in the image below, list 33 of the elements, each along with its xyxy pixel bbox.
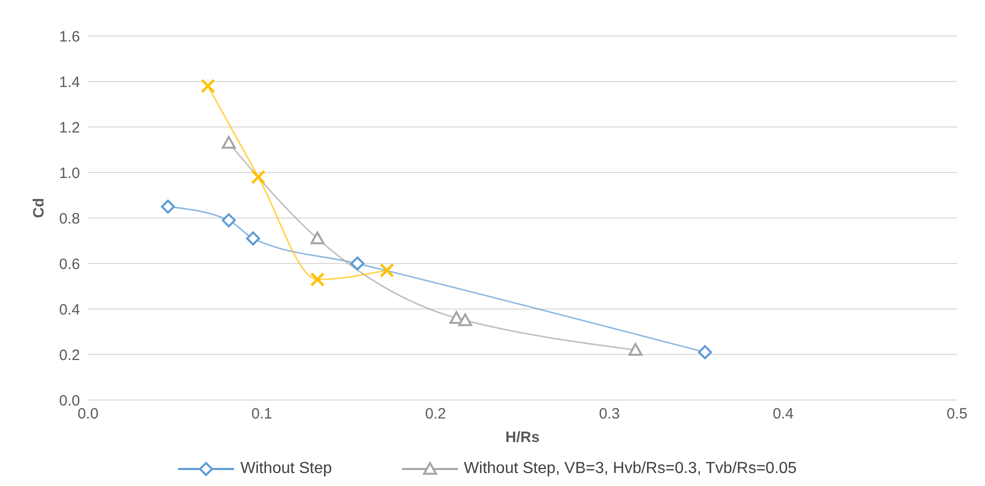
point bbox=[380, 263, 394, 278]
y-tick-label: 0.0 bbox=[59, 392, 80, 410]
x-tick-label: 0.3 bbox=[598, 406, 620, 423]
x-tick-label: 0.2 bbox=[425, 406, 446, 423]
y-tick-label: 0.4 bbox=[59, 301, 80, 318]
y-tick-label: 1.2 bbox=[59, 119, 80, 136]
point bbox=[160, 200, 175, 214]
y-tick-label: 1.6 bbox=[59, 28, 80, 46]
legend-label: Without Step, VB=3, Hvb/Rs=0.3, Tvb/Rs=0.05 bbox=[464, 460, 797, 478]
x-tick-label: 0.1 bbox=[251, 406, 272, 423]
legend-label: Without Step bbox=[240, 460, 332, 478]
point bbox=[251, 170, 266, 184]
y-tick-label: 0.6 bbox=[59, 256, 80, 273]
point bbox=[449, 311, 464, 324]
point bbox=[246, 231, 260, 246]
x-axis-title: H/Rs bbox=[505, 429, 540, 446]
point bbox=[310, 272, 325, 287]
point bbox=[628, 342, 642, 356]
x-tick-label: 0.5 bbox=[946, 406, 968, 423]
point bbox=[698, 345, 712, 360]
point bbox=[458, 313, 472, 326]
y-tick-label: 0.2 bbox=[59, 346, 80, 364]
point bbox=[310, 231, 324, 244]
x-tick-label: 0.0 bbox=[78, 406, 98, 423]
point bbox=[222, 213, 236, 228]
y-tick-label: 1.4 bbox=[59, 74, 80, 91]
point bbox=[222, 136, 236, 149]
point bbox=[200, 78, 216, 94]
y-tick-label: 1.0 bbox=[59, 164, 80, 182]
y-axis-title: Cd bbox=[30, 198, 48, 218]
point bbox=[350, 256, 364, 270]
x-tick-label: 0.4 bbox=[772, 406, 794, 423]
y-tick-label: 0.8 bbox=[59, 210, 80, 228]
